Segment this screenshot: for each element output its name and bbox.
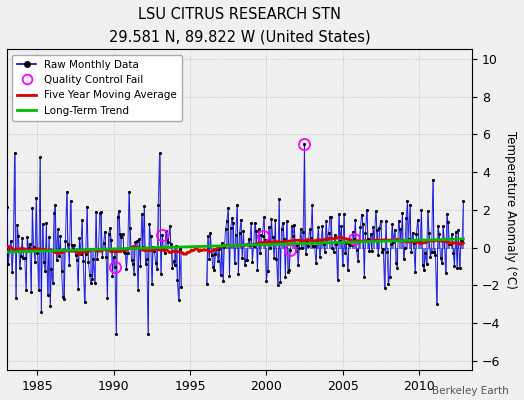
Text: Berkeley Earth: Berkeley Earth (432, 386, 508, 396)
Title: LSU CITRUS RESEARCH STN
29.581 N, 89.822 W (United States): LSU CITRUS RESEARCH STN 29.581 N, 89.822… (109, 7, 370, 44)
Legend: Raw Monthly Data, Quality Control Fail, Five Year Moving Average, Long-Term Tren: Raw Monthly Data, Quality Control Fail, … (12, 55, 182, 121)
Y-axis label: Temperature Anomaly (°C): Temperature Anomaly (°C) (504, 131, 517, 289)
